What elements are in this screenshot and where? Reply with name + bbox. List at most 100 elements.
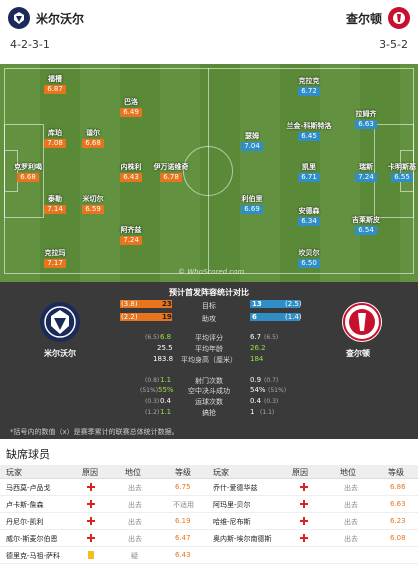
player-link[interactable]: 奥内斯-埃尔南德斯: [213, 535, 272, 543]
player-link[interactable]: 马西莫-卢品戈: [6, 484, 51, 492]
home-aerial: 55%: [158, 386, 174, 394]
away-shots: 0.9: [250, 376, 262, 384]
col-reason: 原因: [82, 468, 98, 477]
status: 出去: [344, 501, 358, 509]
avg-rating-label: 平均评分: [195, 334, 223, 342]
home-rating: 6.8: [160, 333, 172, 341]
away-player[interactable]: 卡明斯基 6.55: [388, 163, 416, 182]
away-age: 26.2: [250, 344, 266, 352]
status: 出去: [344, 518, 358, 526]
missing-header-row: 玩家 原因 地位 等级 玩家 原因 地位 等级: [0, 465, 418, 479]
home-shots: 1.1: [160, 376, 172, 384]
rating: 不适用: [173, 501, 194, 509]
home-player[interactable]: 巴洛 6.49: [101, 98, 161, 117]
missing-row: 威尔-斯麦尔伯恩 出去 6.47 奥内斯-埃尔南德斯 出去 6.08: [0, 530, 418, 547]
stats-footnote: *括号内的数值（x）是赛季累计的联赛总体统计数据。: [10, 428, 179, 436]
home-player[interactable]: 福槽 6.87: [25, 75, 85, 94]
player-link[interactable]: 乔什-爱德华兹: [213, 484, 258, 492]
stats-home-label: 米尔沃尔: [44, 349, 76, 358]
home-goal-box: [4, 150, 18, 192]
home-tackles-prev: (1.2): [145, 409, 160, 416]
away-tackles-prev: (1.1): [260, 409, 275, 416]
status: 出去: [128, 501, 142, 509]
shots-label: 射门次数: [195, 377, 223, 385]
home-player[interactable]: 克拉玛 7.17: [44, 249, 66, 268]
millwall-crest-icon: [40, 302, 80, 342]
away-dribbles: 0.4: [250, 397, 262, 405]
away-goal-box: [400, 150, 414, 192]
injury-icon: [300, 534, 308, 542]
injury-icon: [87, 483, 95, 491]
col-reason: 原因: [292, 468, 308, 477]
col-rating: 等级: [388, 468, 404, 477]
player-link[interactable]: 威尔-斯麦尔伯恩: [6, 535, 58, 543]
rating: 6.47: [175, 534, 191, 542]
away-team-name: 查尔顿: [345, 11, 382, 26]
away-player[interactable]: 兰金-科斯特洛 6.45: [286, 122, 332, 141]
col-player: 玩家: [6, 468, 22, 477]
home-assists-prev: (2.2): [121, 313, 138, 321]
away-goals-prev: (2.5): [285, 300, 302, 308]
away-goals-bar: [250, 300, 300, 308]
away-assists: 6: [252, 313, 257, 321]
rating: 6.43: [175, 551, 191, 559]
rating: 6.19: [175, 517, 191, 525]
away-player[interactable]: 安德森 6.34: [298, 207, 320, 226]
home-player[interactable]: 内株利 6.43: [120, 163, 142, 182]
injury-icon: [300, 483, 308, 491]
status: 出去: [128, 518, 142, 526]
away-player[interactable]: 拉姆齐 6.63: [355, 110, 377, 129]
home-assists-bar: [120, 313, 172, 321]
away-player[interactable]: 克拉克 6.72: [298, 77, 320, 96]
rating: 6.23: [390, 517, 406, 525]
home-shots-prev: (0.8): [145, 377, 160, 384]
player-link[interactable]: 卢卡斯-詹森: [6, 501, 44, 509]
away-player[interactable]: 瑟姆 7.04: [222, 132, 282, 151]
home-dribbles: 0.4: [160, 397, 172, 405]
home-player[interactable]: 克罗利喝 6.68: [14, 163, 42, 182]
home-player[interactable]: 泰勒 7.14: [25, 195, 85, 214]
missing-players: 缺席球员 玩家 原因 地位 等级 玩家 原因 地位 等级 马西莫-卢品戈 出去 …: [0, 439, 418, 577]
stats-title: 预计首发阵容统计对比: [169, 288, 249, 297]
center-circle: [183, 146, 233, 196]
status: 疑: [131, 552, 138, 560]
status: 出去: [128, 484, 142, 492]
away-player[interactable]: 利伯里 6.69: [241, 195, 263, 214]
away-height: 184: [250, 355, 264, 363]
home-player[interactable]: 伊万诺维奇 6.78: [153, 163, 189, 182]
away-shots-prev: (0.7): [264, 377, 279, 384]
rating: 6.08: [390, 534, 406, 542]
player-link[interactable]: 阿玛里-贝尔: [213, 501, 251, 509]
away-player[interactable]: 凯里 6.71: [279, 163, 339, 182]
home-team[interactable]: 米尔沃尔: [8, 7, 84, 29]
away-player[interactable]: 坎贝尔 6.50: [298, 249, 320, 268]
home-goals-prev: (3.8): [121, 300, 138, 308]
rating: 6.75: [175, 483, 191, 491]
dribbles-label: 运球次数: [195, 398, 223, 406]
home-aerial-prev: (51%): [140, 387, 159, 394]
player-link[interactable]: 丹尼尔-凯利: [6, 518, 44, 526]
away-team[interactable]: 查尔顿: [346, 7, 410, 29]
pitch: 福槽 6.87 巴洛 6.49 库珀 7.08 谐尔 6.68 克罗利喝 6.68 内株利…: [0, 64, 418, 282]
player-link[interactable]: 德里克-马祖-萨科: [6, 552, 61, 560]
home-player[interactable]: 米切尔 6.59: [82, 195, 104, 214]
away-aerial: 54%: [250, 386, 266, 394]
injury-icon: [87, 534, 95, 542]
missing-row: 马西莫-卢品戈 出去 6.75 乔什-爱德华兹 出去 6.86: [0, 479, 418, 496]
away-rating: 6.7: [250, 333, 262, 341]
away-player[interactable]: 吉莱斯皮 6.54: [352, 216, 380, 235]
match-header: 米尔沃尔 4-2-3-1 查尔顿 3-5-2: [0, 0, 418, 64]
home-player[interactable]: 库珀 7.08: [25, 129, 85, 148]
goals-label: 目标: [202, 302, 216, 310]
doubtful-icon: [88, 551, 94, 559]
away-player[interactable]: 瑞斯 7.24: [336, 163, 396, 182]
avg-age-label: 平均年龄: [195, 345, 223, 353]
status: 出去: [344, 535, 358, 543]
home-age: 25.5: [157, 344, 173, 352]
rating: 6.86: [390, 483, 406, 491]
home-player[interactable]: 谐尔 6.68: [63, 129, 123, 148]
home-team-name: 米尔沃尔: [36, 11, 85, 26]
player-link[interactable]: 哈维-尼布斯: [213, 518, 251, 526]
home-player[interactable]: 阿齐兹 7.24: [120, 226, 142, 245]
col-status: 地位: [340, 468, 356, 477]
